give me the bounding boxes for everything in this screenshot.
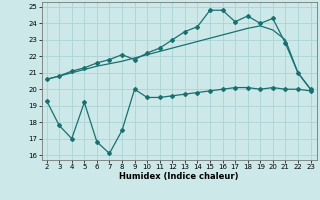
X-axis label: Humidex (Indice chaleur): Humidex (Indice chaleur) [119,172,239,181]
